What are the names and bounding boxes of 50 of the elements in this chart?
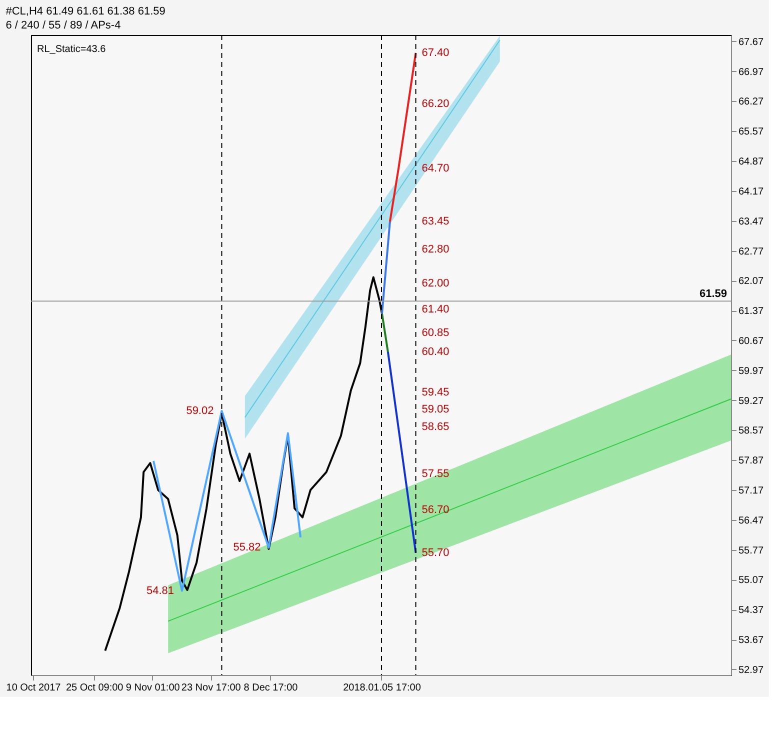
annotation: 66.20 — [422, 98, 450, 110]
annotation: 55.82 — [233, 542, 261, 554]
y-tick-label: 59.97 — [738, 366, 764, 377]
y-tick-label: 57.17 — [738, 486, 764, 497]
chart-subtitle: 6 / 240 / 55 / 89 / APs-4 — [6, 20, 121, 32]
y-tick-label: 56.47 — [738, 515, 764, 526]
x-tick-label: 8 Dec 17:00 — [244, 682, 298, 694]
annotation: 62.80 — [422, 243, 450, 256]
y-tick-label: 65.57 — [738, 126, 764, 138]
y-tick-label: 58.57 — [738, 426, 764, 437]
annotation: 57.55 — [422, 468, 450, 480]
annotation: 61.40 — [422, 303, 450, 316]
annotation: 59.05 — [422, 404, 450, 416]
y-tick-label: 60.67 — [738, 336, 764, 347]
x-tick-label: 9 Nov 01:00 — [126, 682, 180, 694]
y-tick-label: 66.27 — [738, 96, 764, 108]
y-tick-label: 53.67 — [738, 635, 764, 646]
y-tick-label: 52.97 — [738, 664, 764, 676]
y-tick-label: 55.77 — [738, 545, 764, 556]
y-tick-label: 66.97 — [738, 66, 764, 78]
annotation: 55.70 — [422, 546, 450, 559]
annotation: 67.40 — [422, 46, 450, 59]
annotation: 56.70 — [422, 504, 450, 516]
y-tick-label: 64.17 — [738, 186, 764, 198]
y-tick-label: 54.37 — [738, 605, 764, 616]
y-tick-label: 62.07 — [738, 276, 764, 288]
y-tick-label: 59.27 — [738, 396, 764, 407]
annotation: RL_Static=43.6 — [37, 44, 106, 55]
annotation: 60.85 — [422, 326, 450, 339]
chart-title: #CL,H4 61.49 61.61 61.38 61.59 — [6, 6, 166, 18]
annotation: 58.65 — [422, 420, 450, 433]
y-tick-label: 62.77 — [738, 246, 764, 258]
annotation: 59.02 — [186, 404, 214, 417]
x-tick-label: 10 Oct 2017 — [6, 682, 62, 694]
x-tick-label: 2018.01.05 17:00 — [343, 682, 422, 694]
annotation: 60.40 — [422, 346, 450, 358]
annotation: 59.45 — [422, 386, 450, 399]
x-tick-label: 25 Oct 09:00 — [66, 682, 124, 694]
annotation: 54.81 — [146, 584, 174, 597]
y-tick-label: 64.87 — [738, 156, 764, 168]
y-tick-label: 67.67 — [738, 36, 764, 48]
x-tick-label: 23 Nov 17:00 — [181, 682, 242, 694]
y-tick-label: 55.07 — [738, 575, 764, 586]
annotation: 63.45 — [422, 216, 450, 228]
y-tick-label: 61.37 — [738, 306, 764, 318]
ref-line-label: 61.59 — [699, 288, 727, 300]
y-tick-label: 57.87 — [738, 456, 764, 467]
annotation: 64.70 — [422, 162, 450, 174]
y-tick-label: 63.47 — [738, 216, 764, 228]
annotation: 62.00 — [422, 278, 450, 290]
